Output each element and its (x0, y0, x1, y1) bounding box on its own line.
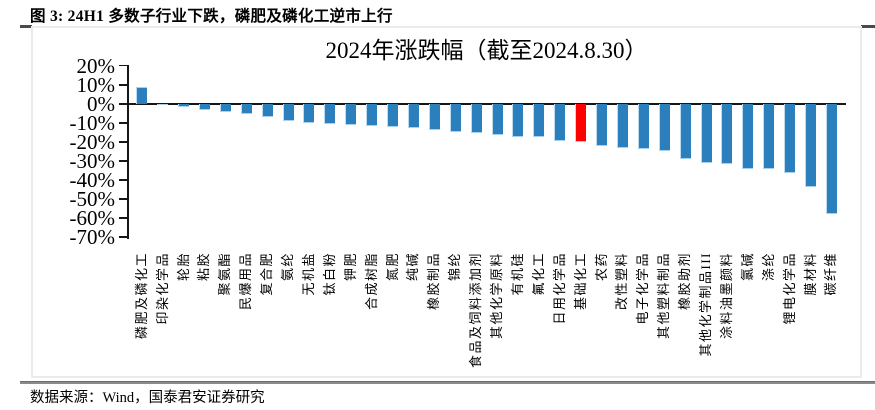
x-category-label: 有机硅 (509, 252, 525, 296)
bar (157, 103, 169, 106)
x-category-label: 合成树脂 (363, 252, 379, 311)
x-category-label: 磷肥及磷化工 (133, 252, 149, 340)
x-category-label: 氮肥 (384, 252, 400, 282)
y-tick-label: -20% (69, 129, 116, 154)
x-category-label: 基础化工 (572, 252, 588, 311)
x-category-label: 其他化学制品III (698, 252, 713, 357)
bar (805, 103, 816, 187)
y-axis-tick (119, 102, 128, 105)
x-category-label: 其他塑料制品 (656, 252, 672, 340)
y-tick-label: -30% (69, 148, 116, 173)
y-tick-label: 10% (76, 72, 116, 97)
x-category-label: 轮胎 (175, 252, 191, 282)
x-category-label: 氯碱 (739, 252, 755, 282)
bar (533, 103, 545, 138)
bar (470, 103, 482, 133)
x-category-label: 涤纶 (760, 252, 776, 282)
bar (387, 103, 398, 127)
x-category-label: 碳纤维 (823, 252, 839, 296)
bar (825, 103, 837, 214)
x-category-label: 纯碱 (405, 252, 421, 282)
x-category-label: 钾肥 (342, 252, 358, 282)
y-tick-label: -40% (69, 167, 116, 192)
x-category-label: 橡胶制品 (426, 252, 442, 311)
x-category-label: 日用化学品 (551, 252, 567, 325)
y-axis-tick (119, 217, 128, 219)
bar (219, 103, 231, 112)
bar (324, 103, 336, 125)
bar (178, 103, 189, 108)
figure-border-box (31, 26, 862, 378)
x-category-label: 涂料油墨颜料 (718, 252, 734, 340)
x-category-label: 聚氨酯 (217, 252, 233, 296)
bar (261, 103, 273, 117)
figure-header-title: 图 3: 24H1 多数子行业下跌，磷肥及磷化工逆市上行 (30, 8, 393, 25)
x-category-label: 印染化学品 (154, 252, 170, 325)
y-tick-label: 0% (87, 91, 115, 116)
x-category-label: 锂电化学品 (781, 252, 797, 325)
y-tick-label: -60% (69, 206, 116, 230)
header-rule-right-segment (861, 25, 875, 28)
x-category-label: 橡胶助剂 (677, 252, 693, 311)
y-axis-tick (119, 140, 128, 143)
bar (303, 103, 315, 124)
x-category-label: 改性塑料 (614, 252, 630, 311)
bar (658, 103, 670, 151)
bar (700, 103, 712, 163)
y-axis-tick (119, 121, 128, 124)
bar (637, 103, 649, 150)
bar (449, 103, 461, 132)
bar (345, 103, 357, 125)
x-category-label: 食品及饲料添加剂 (468, 252, 484, 369)
bar (491, 103, 503, 136)
x-category-label: 氟化工 (530, 252, 546, 296)
x-category-label: 锦纶 (447, 252, 463, 282)
zero-baseline (126, 102, 846, 105)
x-category-label: 无机盐 (300, 252, 316, 296)
y-axis-tick (119, 64, 128, 67)
header-rule-left-segment (20, 25, 32, 28)
y-axis-tick (119, 236, 128, 238)
y-tick-label: -10% (69, 110, 116, 135)
bar (198, 103, 210, 110)
bar (554, 103, 566, 141)
x-category-label: 民爆用品 (238, 252, 254, 311)
y-tick-label: -50% (69, 186, 116, 211)
x-category-label: 膜材料 (802, 252, 818, 296)
x-category-label: 农药 (593, 252, 609, 282)
x-category-label: 复合肥 (259, 252, 275, 296)
y-tick-label: 20% (76, 53, 116, 78)
y-axis-line (126, 65, 129, 239)
x-category-label: 粘胶 (196, 252, 212, 282)
bar (366, 103, 378, 126)
x-category-label: 其他化学原料 (489, 252, 504, 340)
bar (742, 103, 754, 169)
bar (763, 103, 775, 170)
bar (428, 103, 440, 130)
bar (240, 103, 252, 115)
bar (679, 103, 691, 159)
x-category-label: 钛白粉 (321, 252, 337, 296)
y-axis-tick (119, 179, 128, 181)
chart-title: 2024年涨跌幅（截至2024.8.30） (325, 38, 648, 63)
bar (616, 103, 628, 148)
y-axis-tick (119, 159, 128, 162)
y-tick-label: -70% (69, 225, 116, 250)
y-axis-tick (119, 83, 128, 86)
y-axis-tick (119, 198, 128, 200)
bar (784, 103, 796, 173)
x-category-label: 氨纶 (280, 252, 295, 282)
x-category-label: 电子化学品 (635, 252, 651, 325)
bar (136, 86, 148, 104)
bar (512, 103, 524, 137)
bar (407, 103, 419, 129)
data-source-note: 数据来源：Wind，国泰君安证券研究 (30, 390, 265, 406)
bar (596, 103, 607, 147)
bar-highlighted (575, 103, 587, 142)
bar (282, 103, 294, 121)
bar (721, 103, 733, 164)
figure-bottom-rule (20, 381, 875, 384)
